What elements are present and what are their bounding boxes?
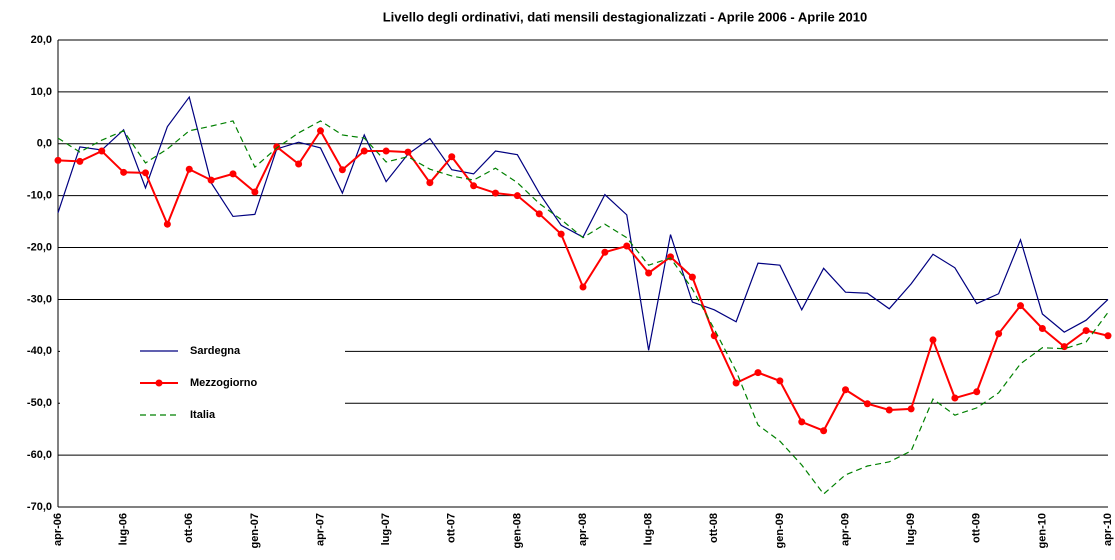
series-marker (207, 176, 215, 184)
legend-label: Sardegna (190, 345, 241, 357)
y-tick-label: -70,0 (27, 501, 52, 513)
x-tick-label: gen-07 (249, 513, 261, 548)
chart-title: Livello degli ordinativi, dati mensili d… (383, 9, 868, 24)
x-tick-label: apr-07 (314, 513, 326, 546)
series-line (57, 95, 1109, 351)
series-marker (360, 147, 368, 155)
series-marker (382, 147, 390, 155)
x-tick-label: apr-09 (839, 513, 851, 546)
series-marker (229, 170, 237, 178)
x-tick-label: ott-06 (183, 513, 195, 543)
x-tick-label: gen-10 (1036, 513, 1048, 548)
x-tick-label: lug-07 (380, 513, 392, 545)
series-marker (579, 283, 587, 291)
legend-marker (155, 379, 163, 387)
series-marker (842, 386, 849, 394)
legend-label: Mezzogiorno (190, 377, 257, 389)
y-tick-label: -30,0 (27, 293, 52, 305)
series-marker (448, 153, 456, 161)
x-tick-label: lug-06 (118, 513, 130, 545)
series-marker (601, 248, 609, 256)
series-marker (863, 400, 871, 408)
series-marker (885, 406, 893, 414)
x-tick-label: lug-09 (905, 513, 917, 545)
series-marker (54, 156, 62, 164)
y-tick-label: 0,0 (37, 138, 52, 150)
series-marker (317, 127, 324, 135)
y-tick-label: -10,0 (27, 190, 52, 202)
x-tick-label: ott-09 (971, 513, 983, 543)
series-marker (142, 169, 149, 177)
series-marker (470, 182, 478, 190)
series-marker (1082, 327, 1090, 335)
series-marker (688, 273, 696, 281)
y-tick-label: -20,0 (27, 241, 52, 253)
series-marker (929, 336, 937, 344)
series-marker (798, 418, 806, 426)
x-tick-label: ott-08 (708, 513, 720, 543)
series-marker (513, 192, 521, 200)
series-marker (623, 242, 631, 250)
legend-box (60, 336, 345, 430)
series-marker (1017, 302, 1024, 310)
series-marker (98, 147, 106, 155)
y-tick-label: 10,0 (31, 86, 52, 98)
series-marker (776, 377, 784, 385)
x-tick-label: gen-08 (511, 513, 523, 548)
series-marker (995, 330, 1003, 338)
series-marker (76, 157, 84, 165)
series-marker (732, 379, 740, 387)
series-marker (251, 188, 259, 196)
series-marker (951, 394, 959, 402)
series-marker (710, 332, 718, 340)
series-marker (973, 388, 981, 396)
series-marker (557, 230, 565, 238)
x-tick-label: gen-09 (774, 513, 786, 548)
series-marker (492, 189, 499, 197)
series-marker (185, 165, 193, 173)
x-tick-label: apr-08 (577, 513, 589, 546)
series-marker (404, 148, 412, 156)
series-marker (535, 210, 543, 218)
series-marker (645, 269, 653, 277)
x-tick-label: apr-06 (52, 513, 64, 546)
series-marker (338, 166, 346, 174)
y-tick-label: -60,0 (27, 449, 52, 461)
x-tick-label: apr-10 (1102, 513, 1114, 546)
series-marker (1104, 332, 1112, 340)
x-tick-label: ott-07 (446, 513, 458, 543)
series-marker (120, 168, 128, 176)
series-marker (273, 143, 281, 151)
y-tick-label: -50,0 (27, 397, 52, 409)
series-marker (820, 427, 828, 435)
series-marker (295, 160, 303, 168)
y-tick-label: 20,0 (31, 34, 52, 46)
x-tick-label: lug-08 (643, 513, 655, 545)
legend-label: Italia (190, 409, 216, 421)
series-line (57, 120, 1109, 495)
series-marker (754, 369, 762, 377)
series-marker (907, 405, 915, 413)
series-marker (426, 179, 434, 187)
series-marker (1038, 325, 1046, 333)
y-tick-label: -40,0 (27, 345, 52, 357)
series-marker (163, 220, 171, 228)
